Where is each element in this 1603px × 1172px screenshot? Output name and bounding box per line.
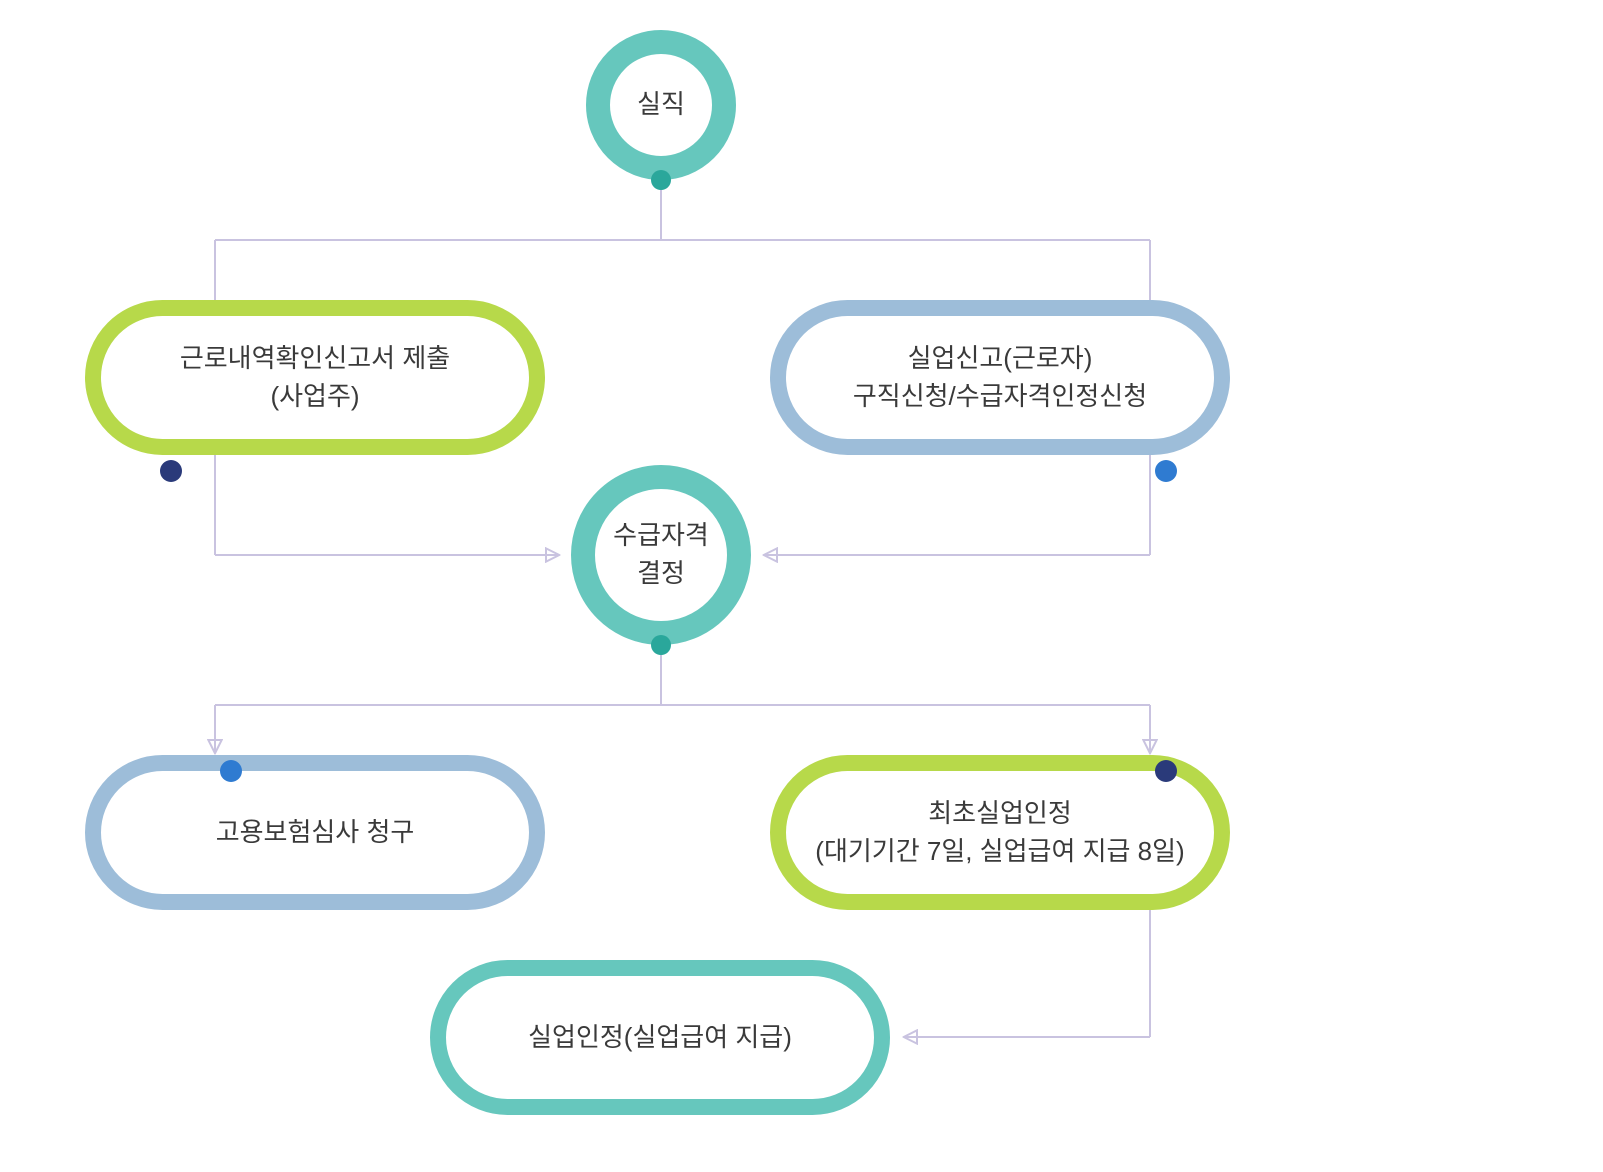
node-label-line: 근로내역확인신고서 제출	[180, 340, 450, 378]
node-benefit-payment: 실업인정(실업급여 지급)	[430, 960, 890, 1115]
node-label-line: 결정	[637, 555, 685, 593]
node-label-line: 최초실업인정	[928, 795, 1072, 833]
connector-dot-icon	[220, 760, 242, 782]
node-start-label: 실직	[637, 86, 685, 124]
node-label-line: 구직신청/수급자격인정신청	[853, 378, 1147, 416]
node-work-history-report: 근로내역확인신고서 제출 (사업주)	[85, 300, 545, 455]
flowchart-stage: 실직 근로내역확인신고서 제출 (사업주) 실업신고(근로자) 구직신청/수급자…	[0, 0, 1603, 1172]
node-label-line: (대기기간 7일, 실업급여 지급 8일)	[815, 833, 1184, 871]
node-label-line: 실업신고(근로자)	[908, 340, 1093, 378]
node-start: 실직	[586, 30, 736, 180]
node-label-line: 수급자격	[613, 517, 709, 555]
node-eligibility-decision: 수급자격 결정	[571, 465, 751, 645]
node-unemployment-report: 실업신고(근로자) 구직신청/수급자격인정신청	[770, 300, 1230, 455]
connector-dot-icon	[1155, 460, 1177, 482]
node-label-line: 고용보험심사 청구	[216, 814, 415, 852]
node-insurance-appeal: 고용보험심사 청구	[85, 755, 545, 910]
connector-dot-icon	[1155, 760, 1177, 782]
connector-dot-icon	[160, 460, 182, 482]
node-label-line: (사업주)	[270, 378, 359, 416]
connector-dot-icon	[651, 635, 671, 655]
node-initial-recognition: 최초실업인정 (대기기간 7일, 실업급여 지급 8일)	[770, 755, 1230, 910]
connector-dot-icon	[651, 170, 671, 190]
node-label-line: 실업인정(실업급여 지급)	[528, 1019, 792, 1057]
